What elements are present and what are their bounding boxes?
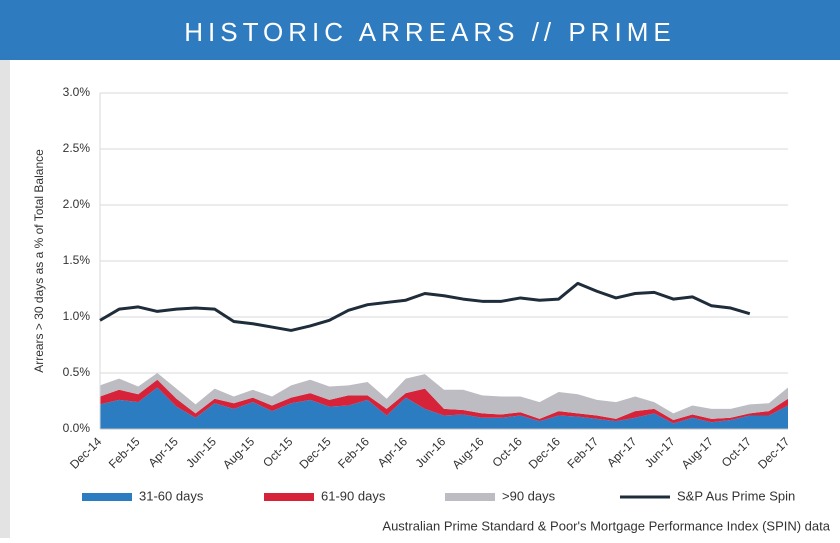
x-tick-label: Feb-15 <box>106 434 143 471</box>
area-series <box>100 373 788 421</box>
x-tick-label: Oct-15 <box>260 434 296 470</box>
x-tick-label: Feb-16 <box>335 434 372 471</box>
legend-swatch <box>445 493 495 501</box>
x-tick-label: Apr-16 <box>375 434 411 470</box>
y-tick-label: 2.5% <box>63 141 91 155</box>
x-tick-label: Aug-16 <box>449 434 486 471</box>
x-tick-label: Oct-16 <box>489 434 525 470</box>
legend-label: 61-90 days <box>321 488 386 503</box>
x-tick-label: Jun-17 <box>642 434 678 470</box>
y-tick-label: 1.5% <box>63 253 91 267</box>
source-note: Australian Prime Standard & Poor's Mortg… <box>382 518 830 533</box>
y-tick-label: 1.0% <box>63 309 91 323</box>
y-tick-label: 0.0% <box>63 421 91 435</box>
x-tick-label: Dec-15 <box>296 434 333 471</box>
legend-swatch <box>82 493 132 501</box>
y-axis-label: Arrears > 30 days as a % of Total Balanc… <box>32 149 46 373</box>
legend-label: S&P Aus Prime Spin <box>677 488 795 503</box>
x-tick-label: Dec-16 <box>526 434 563 471</box>
x-tick-label: Apr-17 <box>604 434 640 470</box>
x-tick-label: Oct-17 <box>719 434 755 470</box>
line-series <box>99 281 751 332</box>
x-tick-label: Feb-17 <box>564 434 601 471</box>
y-tick-label: 2.0% <box>63 197 91 211</box>
x-tick-label: Dec-14 <box>67 434 104 471</box>
x-tick-label: Jun-16 <box>413 434 449 470</box>
legend-label: 31-60 days <box>139 488 204 503</box>
x-tick-label: Aug-15 <box>220 434 257 471</box>
y-tick-label: 0.5% <box>63 365 91 379</box>
side-strip <box>0 60 10 538</box>
x-tick-label: Apr-15 <box>145 434 181 470</box>
header-band <box>0 0 840 60</box>
y-tick-label: 3.0% <box>63 85 91 99</box>
legend-label: >90 days <box>502 488 556 503</box>
legend-swatch <box>264 493 314 501</box>
x-tick-label: Jun-15 <box>183 434 219 470</box>
area-series <box>100 379 788 424</box>
x-tick-label: Dec-17 <box>755 434 792 471</box>
x-tick-label: Aug-17 <box>679 434 716 471</box>
chart-title: HISTORIC ARREARS // PRIME <box>184 17 675 47</box>
area-series <box>100 387 788 429</box>
